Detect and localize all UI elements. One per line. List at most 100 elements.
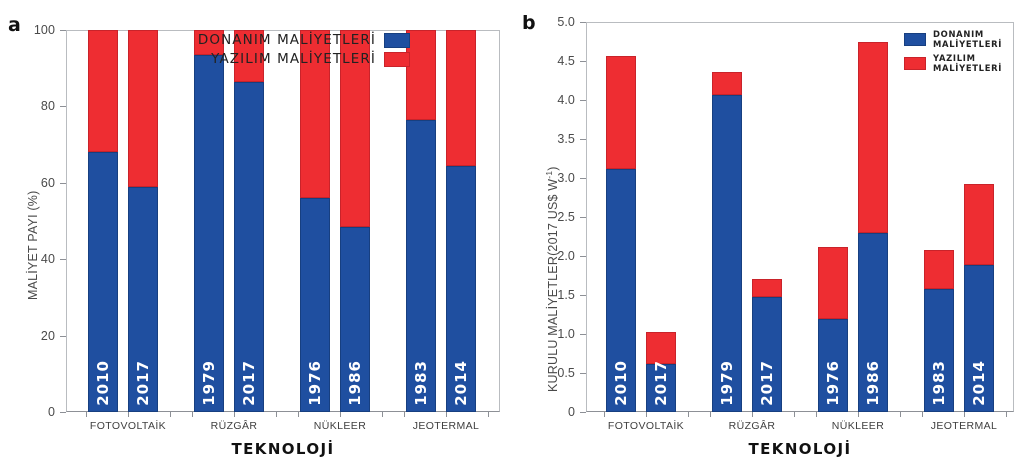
bar-1979[interactable]: 1979 (712, 71, 742, 412)
y-axis-tick-label: 2.0 (557, 249, 575, 263)
legend-swatch-hardware-icon (384, 32, 410, 48)
bar-segment-hardware (606, 168, 636, 412)
x-axis-tick (170, 412, 171, 417)
x-axis-tick (382, 412, 383, 417)
panel-a-x-axis-title: TEKNOLOJİ (231, 440, 335, 458)
x-axis-tick (794, 412, 795, 417)
x-axis-tick (192, 412, 193, 417)
panel-a-y-axis-title: MALİYET PAYI (%) (26, 190, 40, 300)
x-axis-group-label: NÜKLEER (313, 420, 367, 432)
x-axis-tick (86, 412, 87, 417)
y-axis-tick (580, 178, 586, 179)
bar-segment-software (964, 184, 994, 265)
bar-segment-hardware (818, 319, 848, 412)
bar-segment-software (340, 30, 370, 227)
legend-item-hardware[interactable]: DONANIM MALİYETLERİ (904, 29, 1022, 49)
x-axis-tick (128, 412, 129, 417)
y-axis-tick-label: 5.0 (557, 15, 575, 29)
y-axis-tick (580, 256, 586, 257)
bar-2010[interactable]: 2010 (88, 30, 118, 412)
bar-1986[interactable]: 1986 (858, 41, 888, 412)
x-axis-tick (404, 412, 405, 417)
panel-a-legend: DONANIM MALİYETLERİ YAZILIM MALİYETLERİ (160, 32, 410, 70)
bar-2017[interactable]: 2017 (234, 30, 264, 412)
y-axis-tick (60, 412, 66, 413)
bar-1976[interactable]: 1976 (818, 246, 848, 412)
panel-b-y-axis-title: KURULU MALİYETLER(2017 US$ W-1) (544, 166, 561, 392)
legend-item-hardware[interactable]: DONANIM MALİYETLERİ (160, 32, 410, 48)
bar-2014[interactable]: 2014 (964, 184, 994, 412)
legend-swatch-hardware-icon (904, 33, 926, 47)
legend-swatch-software-icon (384, 51, 410, 67)
bar-2017[interactable]: 2017 (752, 278, 782, 412)
panel-a: a 0 20 40 60 80 100 FOTOVOLTAİK RÜZGÂR NÜKLEER J… (8, 14, 500, 458)
bar-segment-hardware (646, 364, 676, 412)
bar-1983[interactable]: 1983 (924, 249, 954, 412)
x-axis-group-label: RÜZGÂR (210, 420, 258, 432)
panel-b-legend: DONANIM MALİYETLERİ YAZILIM MALİYETLERİ (904, 29, 1022, 79)
y-axis-tick (580, 217, 586, 218)
bar-1986[interactable]: 1986 (340, 30, 370, 412)
y-axis-tick-label: 4.0 (557, 93, 575, 107)
bar-segment-software (128, 30, 158, 187)
y-axis-tick (580, 412, 586, 413)
bar-2017[interactable]: 2017 (646, 331, 676, 412)
y-axis-tick-label: 1.0 (557, 327, 575, 341)
x-axis-group-label: NÜKLEER (831, 420, 885, 432)
bar-2017[interactable]: 2017 (128, 30, 158, 412)
x-axis-tick (604, 412, 605, 417)
bar-1976[interactable]: 1976 (300, 30, 330, 412)
bar-segment-hardware (406, 119, 436, 412)
x-axis-tick (922, 412, 923, 417)
legend-label-software: YAZILIM MALİYETLERİ (211, 51, 376, 67)
bar-1979[interactable]: 1979 (194, 30, 224, 412)
y-axis-tick (580, 373, 586, 374)
y-axis-tick (60, 30, 66, 31)
panel-a-letter: a (8, 14, 21, 36)
legend-label-software-line1: YAZILIM (933, 53, 976, 64)
legend-item-software[interactable]: YAZILIM MALİYETLERİ (160, 51, 410, 67)
bar-segment-hardware (128, 186, 158, 412)
x-axis-tick (752, 412, 753, 417)
bar-segment-software (194, 30, 224, 55)
bar-segment-hardware (194, 54, 224, 412)
y-axis-tick-label: 1.5 (557, 288, 575, 302)
bar-segment-hardware (88, 152, 118, 412)
bar-segment-software (818, 246, 848, 320)
y-axis-tick (580, 334, 586, 335)
bar-segment-software (606, 55, 636, 169)
y-axis-tick-label: 3.0 (557, 171, 575, 185)
bar-segment-hardware (924, 288, 954, 412)
bar-2014[interactable]: 2014 (446, 30, 476, 412)
y-axis-tick-label: 0.5 (557, 366, 575, 380)
panel-b-letter: b (522, 12, 536, 34)
legend-label-hardware: DONANIM MALİYETLERİ (933, 29, 1003, 49)
panel-b-x-axis-title: TEKNOLOJİ (748, 440, 852, 458)
x-axis-group-label: RÜZGÂR (728, 420, 776, 432)
legend-item-software[interactable]: YAZILIM MALİYETLERİ (904, 53, 1022, 73)
y-axis-tick (60, 335, 66, 337)
y-axis-tick-label: 60 (40, 175, 55, 190)
y-axis-tick-label: 2.5 (557, 210, 575, 224)
legend-label-software-line2: MALİYETLERİ (933, 62, 1003, 73)
y-axis-tick-label: 4.5 (557, 54, 575, 68)
x-axis-tick (298, 412, 299, 417)
y-axis-tick-label: 0 (567, 405, 575, 419)
bar-segment-software (924, 249, 954, 289)
x-axis-tick (1006, 412, 1007, 417)
x-axis-tick (276, 412, 277, 417)
bar-segment-hardware (446, 165, 476, 412)
legend-label-hardware-line2: MALİYETLERİ (933, 38, 1003, 49)
bar-1983[interactable]: 1983 (406, 30, 436, 412)
bar-2010[interactable]: 2010 (606, 55, 636, 412)
x-axis-tick (446, 412, 447, 417)
bar-segment-software (234, 30, 264, 82)
y-axis-tick (60, 259, 66, 261)
x-axis-group-label: FOTOVOLTAİK (89, 420, 167, 432)
y-axis-tick-label: 100 (33, 23, 55, 37)
bar-segment-hardware (234, 81, 264, 412)
bar-segment-hardware (712, 94, 742, 412)
bar-segment-hardware (300, 198, 330, 412)
y-axis-tick (60, 182, 66, 184)
